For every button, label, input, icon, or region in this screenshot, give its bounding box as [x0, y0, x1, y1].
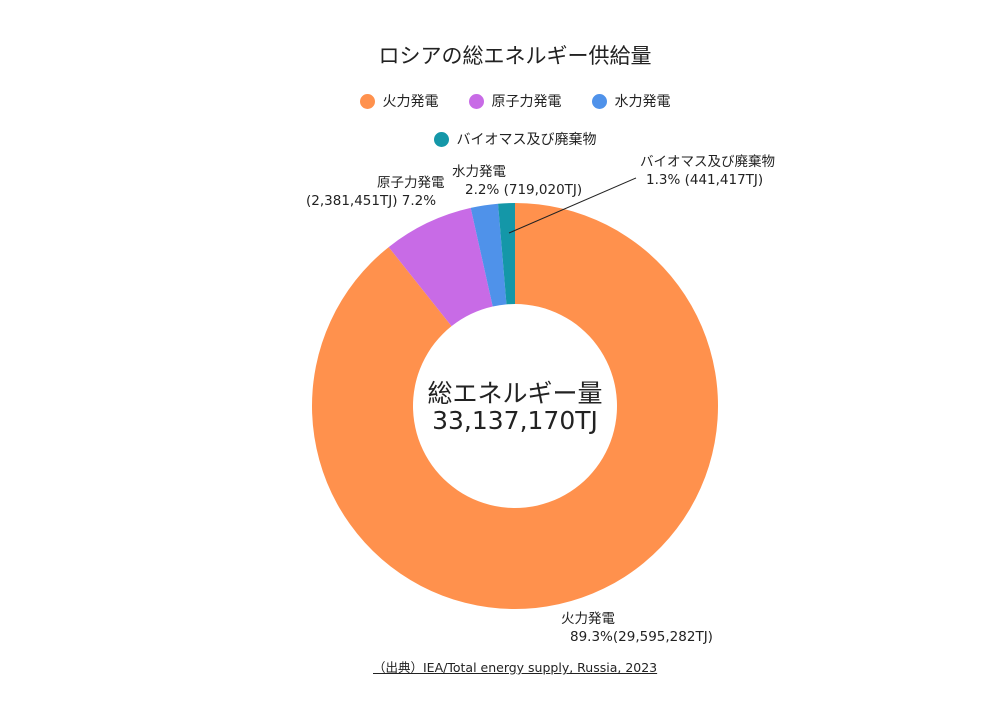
- legend-item-nuclear[interactable]: 原子力発電: [468, 91, 562, 111]
- legend-label: 水力発電: [614, 94, 671, 110]
- legend-label: バイオマス及び廃棄物: [456, 132, 597, 148]
- biomass-leader-line: [508, 177, 637, 234]
- legend-dot-icon: [359, 93, 375, 109]
- slice-biomass[interactable]: [498, 203, 515, 305]
- label-thermal-value: 89.3%(29,595,282TJ): [570, 629, 713, 645]
- legend-label: 原子力発電: [491, 94, 562, 110]
- legend-row-2: バイオマス及び廃棄物: [0, 129, 1000, 149]
- label-hydro-name: 水力発電: [452, 164, 506, 180]
- legend-label: 火力発電: [382, 94, 439, 110]
- legend-dot-icon: [468, 93, 484, 109]
- source-citation[interactable]: （出典）IEA/Total energy supply, Russia, 202…: [373, 660, 658, 675]
- slice-nuclear[interactable]: [388, 207, 493, 327]
- legend-item-thermal[interactable]: 火力発電: [359, 91, 439, 111]
- slice-hydro[interactable]: [470, 203, 507, 307]
- legend-dot-icon: [591, 93, 607, 109]
- label-biomass-name: バイオマス及び廃棄物: [640, 154, 775, 170]
- legend-item-biomass[interactable]: バイオマス及び廃棄物: [433, 129, 597, 149]
- center-label: 総エネルギー量: [427, 379, 603, 408]
- legend-item-hydro[interactable]: 水力発電: [591, 91, 671, 111]
- donut-slices: [311, 203, 718, 609]
- label-hydro-value: 2.2% (719,020TJ): [465, 182, 583, 198]
- label-nuclear-value: (2,381,451TJ) 7.2%: [306, 193, 437, 209]
- label-nuclear-name: 原子力発電: [377, 175, 445, 191]
- legend-dot-icon: [433, 131, 449, 147]
- chart-title: ロシアの総エネルギー供給量: [378, 44, 652, 68]
- slice-thermal[interactable]: [311, 203, 718, 609]
- center-value: 33,137,170TJ: [432, 406, 598, 435]
- legend-row-1: 火力発電 原子力発電 水力発電: [0, 91, 1000, 111]
- label-thermal-name: 火力発電: [561, 611, 615, 627]
- label-biomass-value: 1.3% (441,417TJ): [646, 172, 764, 188]
